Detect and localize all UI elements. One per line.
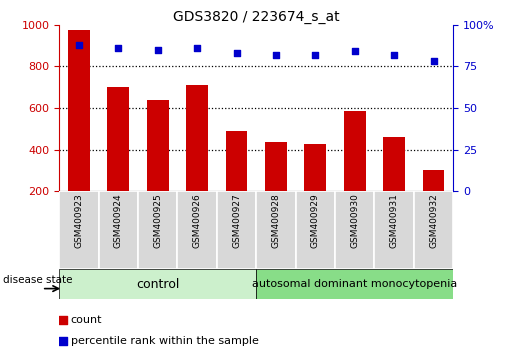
Text: count: count: [71, 315, 102, 325]
Text: GSM400926: GSM400926: [193, 194, 201, 248]
Text: GSM400932: GSM400932: [429, 194, 438, 248]
Text: GSM400927: GSM400927: [232, 194, 241, 248]
Text: GSM400928: GSM400928: [271, 194, 280, 248]
Text: GSM400929: GSM400929: [311, 194, 320, 248]
Point: [231, 48, 239, 54]
Bar: [423, 170, 444, 233]
Text: GSM400931: GSM400931: [390, 194, 399, 249]
Text: autosomal dominant monocytopenia: autosomal dominant monocytopenia: [252, 279, 457, 289]
Point: [311, 52, 319, 58]
Point: [232, 50, 241, 56]
Bar: [177, 191, 217, 269]
Title: GDS3820 / 223674_s_at: GDS3820 / 223674_s_at: [173, 10, 339, 24]
Bar: [265, 142, 287, 233]
Bar: [138, 191, 177, 269]
Bar: [186, 85, 208, 233]
Text: GSM400924: GSM400924: [114, 194, 123, 248]
Bar: [304, 144, 326, 233]
Point: [390, 52, 398, 58]
Bar: [344, 111, 366, 233]
Point: [153, 47, 162, 52]
Bar: [383, 137, 405, 233]
Text: disease state: disease state: [3, 275, 73, 285]
Point: [430, 58, 438, 64]
Bar: [414, 191, 453, 269]
Bar: [374, 191, 414, 269]
Text: GSM400925: GSM400925: [153, 194, 162, 248]
Bar: [335, 191, 374, 269]
Bar: [59, 191, 99, 269]
Point: [193, 45, 201, 51]
Text: percentile rank within the sample: percentile rank within the sample: [71, 336, 259, 346]
Bar: [99, 191, 138, 269]
Point: [231, 241, 239, 247]
Point: [114, 45, 123, 51]
Point: [272, 52, 280, 58]
Point: [75, 42, 83, 47]
Text: GSM400923: GSM400923: [75, 194, 83, 248]
Bar: [217, 191, 256, 269]
Point: [351, 48, 359, 54]
Bar: [59, 269, 256, 299]
Bar: [68, 30, 90, 233]
Bar: [256, 269, 453, 299]
Bar: [147, 99, 168, 233]
Bar: [296, 191, 335, 269]
Text: control: control: [136, 278, 179, 291]
Bar: [108, 87, 129, 233]
Bar: [256, 191, 296, 269]
Text: GSM400930: GSM400930: [350, 194, 359, 249]
Bar: [226, 131, 247, 233]
